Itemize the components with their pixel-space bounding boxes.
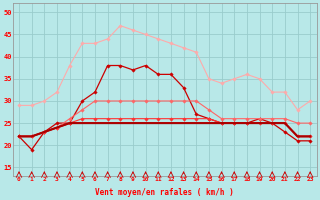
X-axis label: Vent moyen/en rafales ( km/h ): Vent moyen/en rafales ( km/h ) <box>95 188 234 197</box>
